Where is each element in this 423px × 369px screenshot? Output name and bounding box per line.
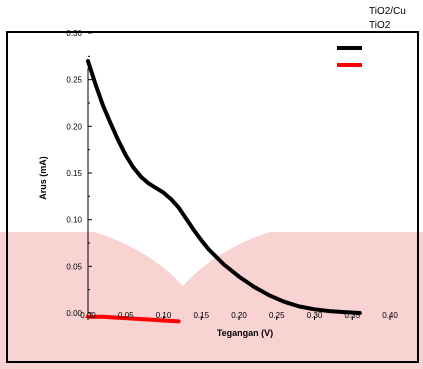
x-tick-label: 0.35 [344,311,360,320]
x-tick-label: 0.40 [382,311,398,320]
x-tick-label: 0.05 [118,311,134,320]
y-tick-label: 0.00 [66,309,82,318]
series-line-1 [86,314,181,324]
y-tick-label: 0.10 [66,216,82,225]
y-tick-label: 0.15 [66,169,82,178]
y-axis-title: Arus (mA) [38,156,48,200]
plot-frame [6,31,419,363]
x-axis-title: Tegangan (V) [217,328,273,338]
series-line-0 [86,59,362,315]
x-tick-label: 0.10 [156,311,172,320]
y-tick-label: 0.20 [66,122,82,131]
y-tick-label: 0.25 [66,76,82,85]
legend-label-tio2-cu: TiO2/Cu [369,6,406,17]
y-tick-label: 0.05 [66,262,82,271]
x-tick-label: 0.30 [307,311,323,320]
x-tick-label: 0.20 [231,311,247,320]
x-tick-label: 0.25 [269,311,285,320]
x-tick-label: 0.15 [193,311,209,320]
x-tick-label: 0.00 [80,311,96,320]
y-tick-label: 0.30 [66,29,82,38]
legend-label-tio2: TiO2 [369,20,391,31]
